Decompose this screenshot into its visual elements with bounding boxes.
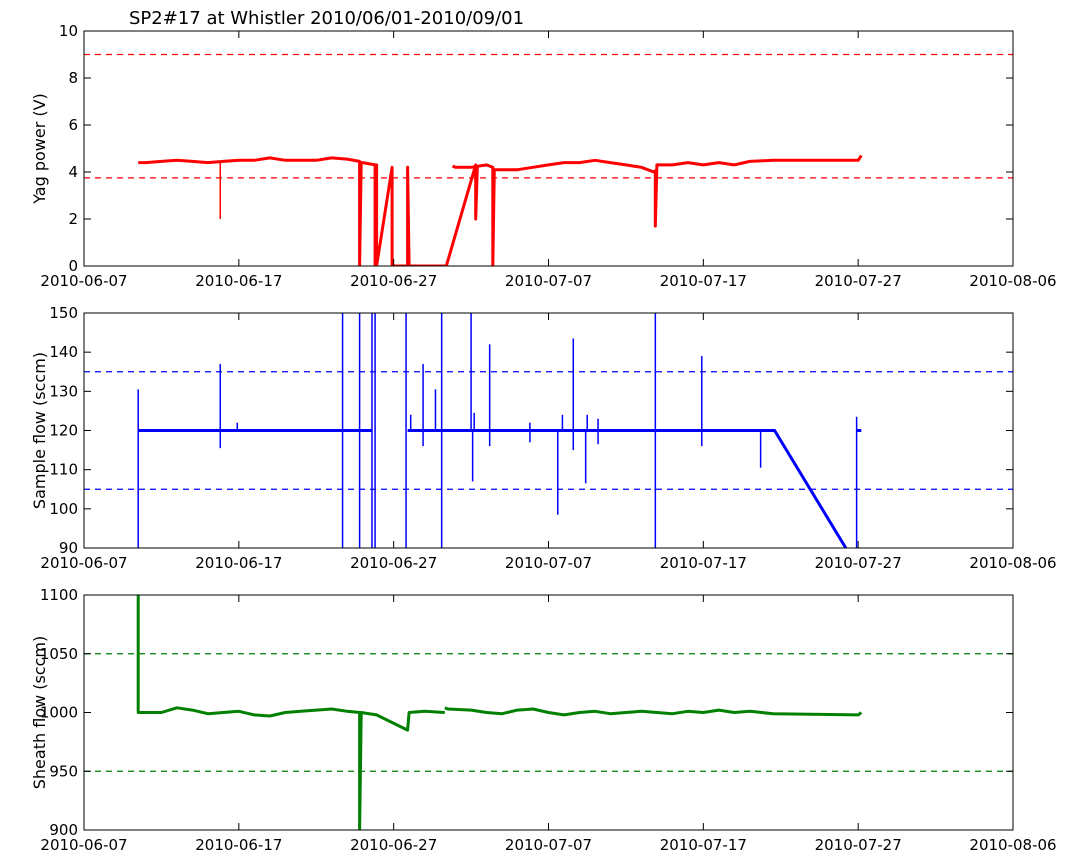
series-segment-3	[441, 429, 848, 548]
y-tick-label: 1000	[40, 704, 78, 722]
x-tick-label: 2010-07-17	[660, 554, 747, 572]
x-tick-label: 2010-08-06	[969, 836, 1056, 854]
chart-panel-2: 90 100 110 120 130 140 150 2010-06-07 2010-06-17…	[30, 304, 1057, 572]
chart-panel-1: 0 2 4 6 8 10 2010-06-07 2010-06-17 2010-06-27 201…	[30, 22, 1057, 290]
x-tick-label: 2010-07-27	[815, 554, 902, 572]
y-tick-label: 110	[49, 461, 78, 479]
series-group	[136, 595, 863, 830]
x-tick-label: 2010-06-27	[350, 554, 437, 572]
x-tick-label: 2010-07-17	[660, 836, 747, 854]
y-tick-label: 1100	[40, 586, 78, 604]
y-tick-label: 140	[49, 343, 78, 361]
series-segment-1	[136, 595, 445, 830]
x-tick-label: 2010-07-17	[660, 272, 747, 290]
y-tick-label: 90	[59, 539, 78, 557]
x-tick-label: 2010-08-06	[969, 554, 1056, 572]
y-tick-label: 950	[49, 762, 78, 780]
y-tick-label: 150	[49, 304, 78, 322]
y-tick-label: 4	[68, 163, 78, 181]
x-tick-label: 2010-06-17	[195, 554, 282, 572]
chart-title: SP2#17 at Whistler 2010/06/01-2010/09/01	[129, 8, 524, 29]
x-tick-label: 2010-06-07	[40, 836, 127, 854]
axes-frame	[83, 30, 1014, 267]
series-segment-2	[444, 706, 863, 717]
y-tick-label: 2	[68, 210, 78, 228]
x-tick-label: 2010-07-07	[505, 554, 592, 572]
x-tick-label: 2010-06-27	[350, 272, 437, 290]
y-tick-label: 0	[68, 257, 78, 275]
y-tick-label: 6	[68, 116, 78, 134]
x-tick-label: 2010-07-27	[815, 272, 902, 290]
series-group	[137, 313, 862, 548]
y-tick-label: 120	[49, 422, 78, 440]
y-tick-label: 900	[49, 821, 78, 839]
x-tick-label: 2010-06-17	[195, 272, 282, 290]
y-axis-label: Sheath flow (sccm)	[30, 636, 49, 789]
x-tick-label: 2010-06-07	[40, 554, 127, 572]
x-tick-label: 2010-06-17	[195, 836, 282, 854]
y-tick-label: 8	[68, 69, 78, 87]
x-tick-label: 2010-07-07	[505, 836, 592, 854]
series-group	[138, 154, 863, 266]
y-tick-label: 130	[49, 382, 78, 400]
series-segment-2	[451, 154, 863, 266]
y-axis-label: Yag power (V)	[30, 93, 49, 205]
y-tick-label: 100	[49, 500, 78, 518]
x-tick-label: 2010-06-27	[350, 836, 437, 854]
x-tick-label: 2010-08-06	[969, 272, 1056, 290]
y-tick-label: 1050	[40, 645, 78, 663]
y-tick-label: 10	[59, 22, 78, 40]
x-tick-label: 2010-06-07	[40, 272, 127, 290]
chart-panel-3: 900 950 1000 1050 1100 2010-06-07 2010-06-17 20…	[30, 586, 1057, 854]
x-tick-label: 2010-07-07	[505, 272, 592, 290]
series-segment-1	[138, 156, 479, 266]
x-tick-label: 2010-07-27	[815, 836, 902, 854]
y-axis-label: Sample flow (sccm)	[30, 352, 49, 509]
